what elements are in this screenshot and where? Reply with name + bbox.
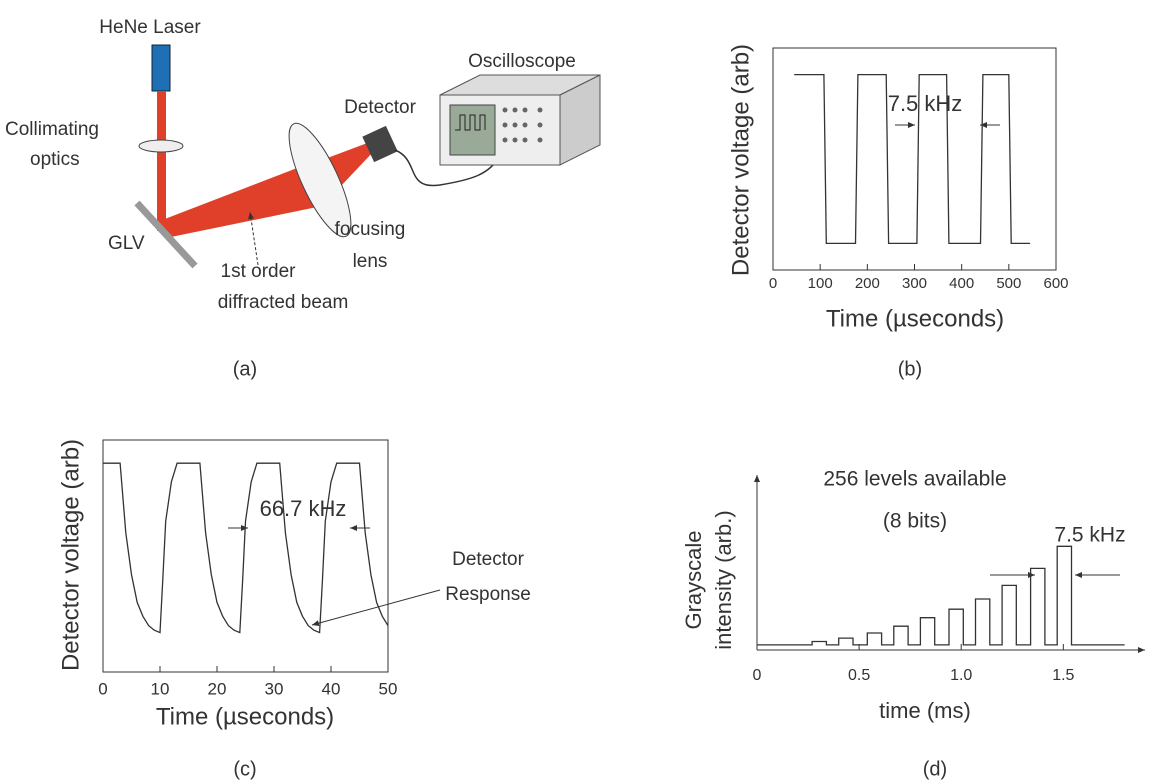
annotation: Response <box>445 584 531 605</box>
annotation: 7.5 kHz <box>1054 524 1125 547</box>
x-tick-label: 0 <box>98 679 107 698</box>
y-axis-label: Grayscale <box>681 530 706 629</box>
label: focusing <box>335 219 406 240</box>
label: Collimating <box>5 119 99 140</box>
scope-screen <box>449 104 496 156</box>
scope-trace <box>455 114 486 131</box>
label: HeNe Laser <box>99 17 201 38</box>
plot-frame <box>102 439 389 673</box>
label: Oscilloscope <box>468 51 576 72</box>
x-tick-label: 200 <box>855 275 880 292</box>
x-tick-label: 500 <box>996 275 1021 292</box>
arrow <box>311 589 441 627</box>
plot-frame <box>772 47 1057 271</box>
label: diffracted beam <box>218 292 349 313</box>
label: GLV <box>108 233 145 254</box>
label: Detector <box>344 97 416 118</box>
x-tick-label: 20 <box>208 679 227 698</box>
x-tick-label: 40 <box>322 679 341 698</box>
x-tick-label: 10 <box>151 679 170 698</box>
label: lens <box>353 251 388 272</box>
x-tick-label: 50 <box>379 679 398 698</box>
caption: (c) <box>233 758 256 780</box>
x-tick-label: 0 <box>769 275 777 292</box>
x-axis-label: Time (µseconds) <box>826 305 1004 332</box>
x-tick-label: 1.5 <box>1052 667 1074 684</box>
trace <box>103 462 389 634</box>
x-tick-label: 0 <box>753 667 762 684</box>
beam <box>157 91 166 231</box>
y-axis-label: intensity (arb.) <box>711 510 736 649</box>
annotation: (8 bits) <box>883 510 947 533</box>
annotation: 66.7 kHz <box>260 496 347 521</box>
label: 1st order <box>221 261 297 282</box>
focusing-lens <box>288 122 352 238</box>
beam-pointer <box>248 211 259 266</box>
x-tick-label: 100 <box>808 275 833 292</box>
annotation: 256 levels available <box>823 468 1006 491</box>
x-tick-label: 0.5 <box>848 667 870 684</box>
x-tick-label: 400 <box>949 275 974 292</box>
caption: (a) <box>233 358 257 380</box>
x-tick-label: 300 <box>902 275 927 292</box>
caption: (d) <box>923 758 947 780</box>
laser <box>151 44 171 92</box>
trace <box>794 73 1031 245</box>
diffracted-beam <box>157 160 322 238</box>
cable <box>394 149 501 187</box>
trace <box>757 545 1125 646</box>
x-axis-label: Time (µseconds) <box>156 703 334 730</box>
y-axis-label: Detector voltage (arb) <box>727 44 754 276</box>
detector <box>362 125 398 163</box>
collimating-lens <box>138 139 184 153</box>
setup-diagram: HeNe Laser Collimating optics GLV 1st or… <box>5 17 601 380</box>
label: optics <box>30 149 80 170</box>
annotation: Detector <box>452 549 524 570</box>
annotation: 7.5 kHz <box>888 91 963 116</box>
x-axis-label: time (ms) <box>879 698 971 723</box>
glv <box>134 200 198 269</box>
caption: (b) <box>898 358 922 380</box>
x-tick-label: 1.0 <box>950 667 972 684</box>
y-axis-label: Detector voltage (arb) <box>57 439 84 671</box>
scope-side <box>559 74 601 166</box>
x-tick-label: 30 <box>265 679 284 698</box>
x-tick-label: 600 <box>1043 275 1068 292</box>
scope-buttons <box>502 107 543 143</box>
